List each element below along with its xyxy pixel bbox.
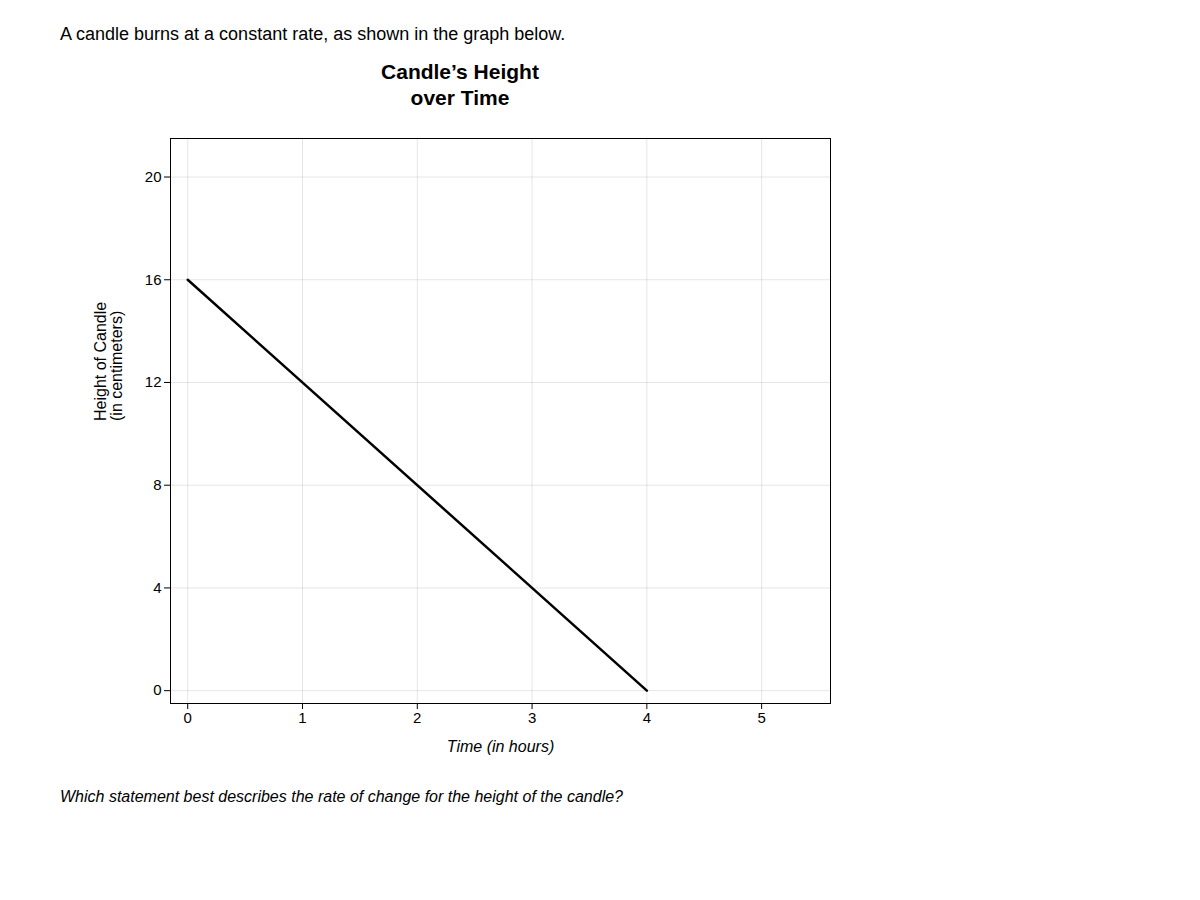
svg-text:12: 12 bbox=[145, 373, 162, 390]
svg-text:2: 2 bbox=[413, 709, 421, 726]
svg-text:4: 4 bbox=[153, 578, 161, 595]
svg-text:Time (in hours): Time (in hours) bbox=[447, 737, 554, 754]
svg-text:20: 20 bbox=[145, 167, 162, 184]
svg-text:4: 4 bbox=[643, 709, 651, 726]
html-text:A candle burns at a constant r: A candle burns at a constant rate, as sh… bbox=[60, 24, 566, 44]
svg-text:1: 1 bbox=[298, 709, 306, 726]
svg-text:5: 5 bbox=[757, 709, 765, 726]
svg-text:3: 3 bbox=[528, 709, 536, 726]
svg-text:8: 8 bbox=[153, 476, 161, 493]
svg-text:0: 0 bbox=[184, 709, 192, 726]
html-text:Which statement best describes: Which statement best describes the rate … bbox=[60, 787, 623, 805]
svg-text:16: 16 bbox=[145, 270, 162, 287]
html-text:Candle’s Height over Time: Candle’s Height over Time bbox=[381, 60, 539, 110]
svg-text:Height of Candle(in centimeter: Height of Candle(in centimeters) bbox=[92, 301, 125, 420]
svg-text:0: 0 bbox=[153, 681, 161, 698]
